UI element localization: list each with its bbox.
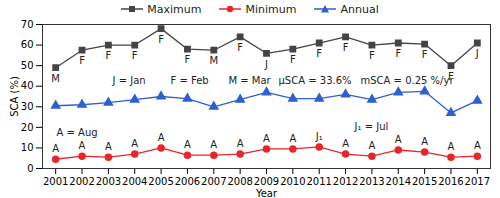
svg-text:SCA (%): SCA (%)	[9, 76, 20, 117]
svg-text:F: F	[290, 54, 296, 65]
svg-text:2016: 2016	[438, 176, 463, 187]
svg-text:M = Mar: M = Mar	[229, 75, 272, 86]
svg-text:J = Jan: J = Jan	[112, 75, 146, 86]
svg-text:A: A	[237, 138, 244, 149]
svg-text:2009: 2009	[254, 176, 279, 187]
svg-text:A = Aug: A = Aug	[57, 127, 98, 138]
svg-text:M: M	[51, 73, 60, 84]
svg-text:Year: Year	[255, 188, 278, 198]
svg-text:F: F	[105, 50, 111, 61]
svg-text:0: 0	[27, 163, 33, 174]
svg-text:μSCA = 33.6%: μSCA = 33.6%	[279, 75, 352, 86]
svg-text:F: F	[132, 50, 138, 61]
svg-text:F: F	[369, 50, 375, 61]
svg-text:A: A	[342, 138, 349, 149]
svg-text:A: A	[79, 140, 86, 151]
svg-text:J: J	[264, 59, 268, 70]
svg-text:A: A	[52, 143, 59, 154]
html-text:Maximum: Maximum	[147, 2, 202, 16]
svg-text:A: A	[368, 140, 375, 151]
svg-text:2012: 2012	[333, 176, 358, 187]
svg-text:A: A	[263, 133, 270, 144]
svg-text:2003: 2003	[96, 176, 121, 187]
html-text:Minimum: Minimum	[245, 2, 297, 16]
svg-text:50: 50	[21, 60, 34, 71]
svg-text:F: F	[185, 54, 191, 65]
svg-text:2013: 2013	[359, 176, 384, 187]
svg-text:2002: 2002	[69, 176, 94, 187]
svg-text:A: A	[210, 139, 217, 150]
svg-text:2007: 2007	[201, 176, 226, 187]
svg-text:A: A	[184, 139, 191, 150]
svg-text:2008: 2008	[227, 176, 252, 187]
svg-text:2011: 2011	[306, 176, 331, 187]
svg-text:60: 60	[21, 39, 34, 50]
svg-text:70: 70	[21, 19, 34, 30]
html-text:Annual: Annual	[340, 2, 379, 16]
svg-text:2017: 2017	[465, 176, 490, 187]
svg-text:J₁ = Jul: J₁ = Jul	[354, 121, 389, 132]
svg-text:F: F	[343, 42, 349, 53]
svg-text:A: A	[421, 136, 428, 147]
svg-text:2015: 2015	[412, 176, 437, 187]
svg-text:A: A	[474, 140, 481, 151]
svg-text:A: A	[131, 138, 138, 149]
svg-text:30: 30	[21, 101, 34, 112]
svg-text:F: F	[237, 42, 243, 53]
svg-text:40: 40	[21, 80, 34, 91]
svg-text:mSCA = 0.25 %/yr: mSCA = 0.25 %/yr	[361, 75, 455, 86]
svg-text:A: A	[448, 141, 455, 152]
svg-text:A: A	[395, 134, 402, 145]
svg-text:F: F	[158, 34, 164, 45]
svg-text:2005: 2005	[148, 176, 173, 187]
svg-text:A: A	[289, 133, 296, 144]
svg-text:2006: 2006	[175, 176, 200, 187]
svg-text:2004: 2004	[122, 176, 147, 187]
svg-text:2001: 2001	[43, 176, 68, 187]
svg-text:J: J	[475, 48, 479, 59]
svg-text:2010: 2010	[280, 176, 305, 187]
svg-text:20: 20	[21, 122, 34, 133]
svg-text:2014: 2014	[386, 176, 411, 187]
svg-text:A: A	[158, 132, 165, 143]
svg-text:F: F	[79, 55, 85, 66]
svg-text:F: F	[316, 48, 322, 59]
svg-text:J₁: J₁	[315, 131, 323, 142]
svg-text:10: 10	[21, 142, 34, 153]
svg-text:F: F	[422, 49, 428, 60]
svg-text:A: A	[105, 141, 112, 152]
svg-text:F = Feb: F = Feb	[171, 75, 209, 86]
svg-text:M: M	[209, 55, 218, 66]
svg-text:F: F	[395, 48, 401, 59]
